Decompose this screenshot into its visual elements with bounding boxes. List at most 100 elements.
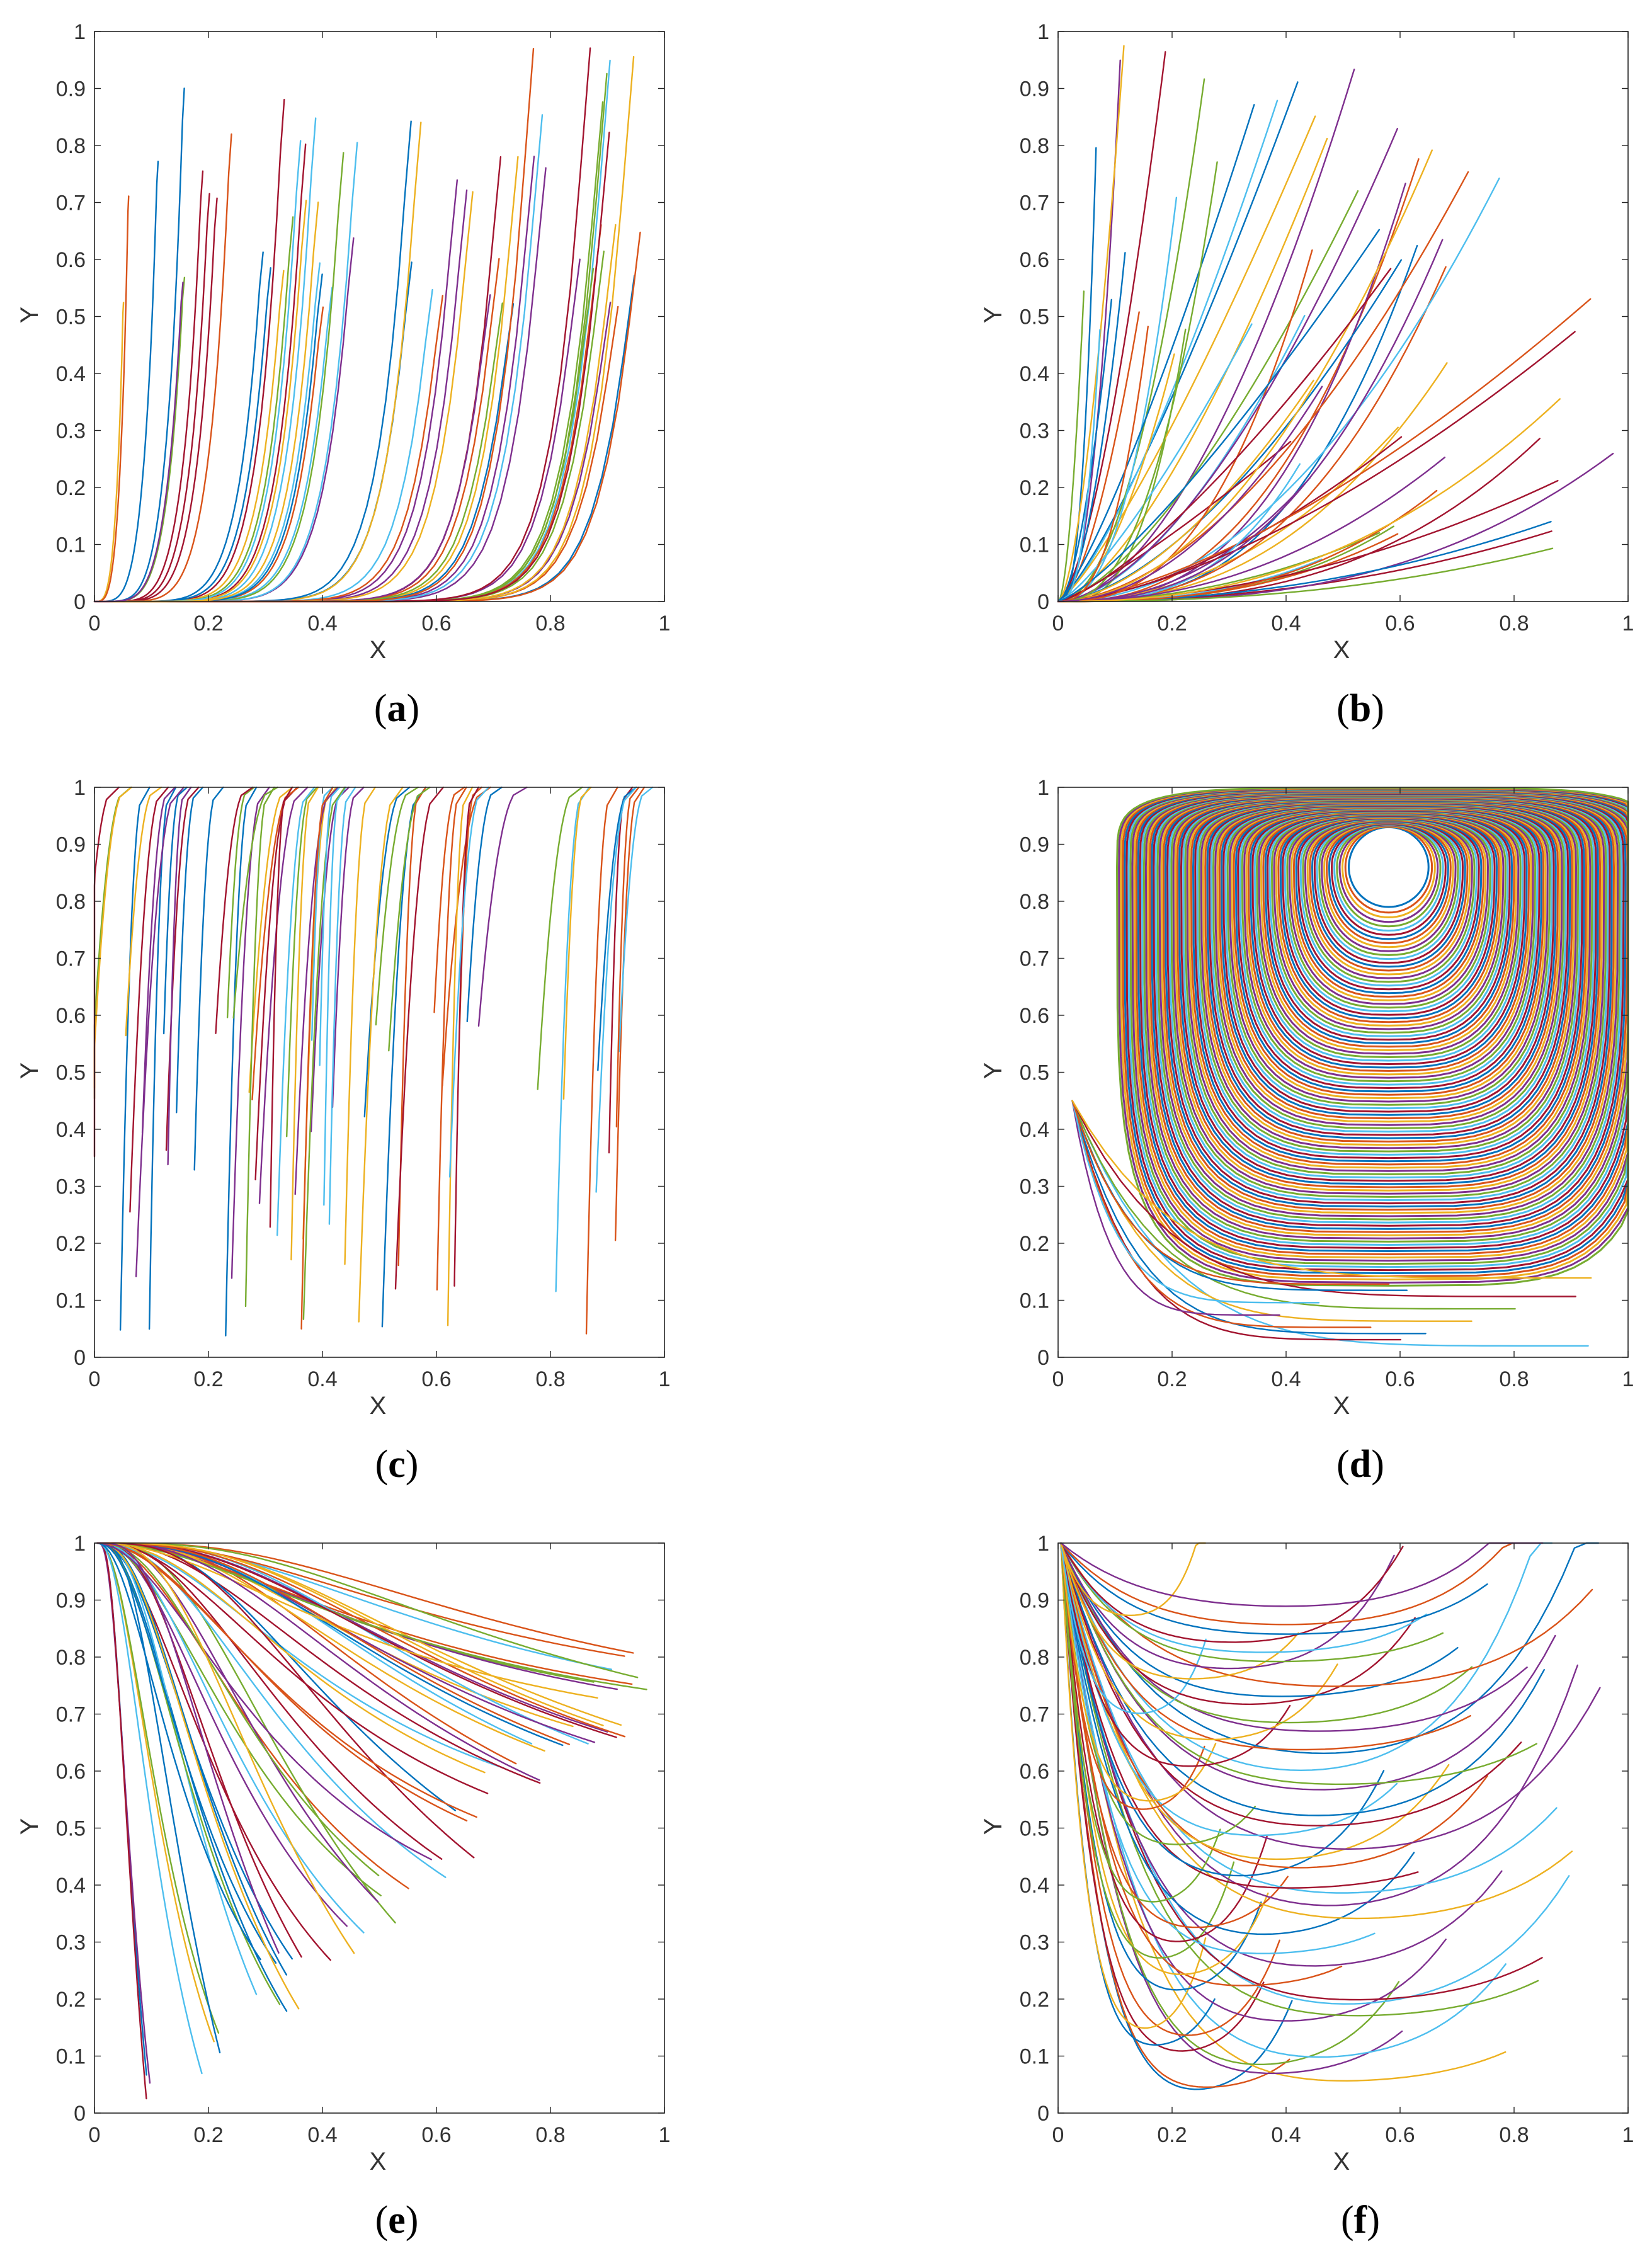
streamline bbox=[358, 786, 404, 1323]
streamline bbox=[1057, 115, 1316, 603]
ytick-label: 0.4 bbox=[56, 1874, 86, 1898]
streamline bbox=[344, 786, 376, 1265]
streamline bbox=[1060, 1542, 1507, 2058]
ytick-label: 0.8 bbox=[1020, 134, 1049, 158]
ytick-label: 0.6 bbox=[56, 1004, 86, 1028]
streamline bbox=[1060, 1542, 1419, 1889]
ylabel-f: Y bbox=[979, 1818, 1007, 1835]
axes-a bbox=[94, 31, 665, 602]
xtick-label: 0.8 bbox=[535, 612, 565, 635]
ytick-label: 0.5 bbox=[1020, 305, 1049, 329]
streamline bbox=[193, 786, 224, 1171]
streamline bbox=[1057, 45, 1125, 603]
streamline bbox=[1060, 1542, 1578, 1906]
axes-b bbox=[1057, 31, 1629, 602]
streamline bbox=[1060, 1542, 1206, 1616]
streamline bbox=[1057, 239, 1444, 603]
ytick-label: 0 bbox=[1037, 590, 1049, 614]
streamline bbox=[1057, 177, 1500, 603]
ytick-labels-f: 0 0.1 0.2 0.3 0.4 0.5 0.6 0.7 0.8 0.9 1 bbox=[1020, 1532, 1049, 2126]
streamline bbox=[537, 786, 583, 1090]
ytick-label: 0.9 bbox=[1020, 1589, 1049, 1613]
ytick-label: 0.7 bbox=[56, 947, 86, 971]
ytick-label: 0.6 bbox=[1020, 1004, 1049, 1028]
xtick-label: 0.4 bbox=[307, 2123, 337, 2147]
panel-d: 0 0.1 0.2 0.3 0.4 0.5 0.6 0.7 0.8 0.9 1 0 0.2 0.4 0.6… bbox=[979, 759, 1652, 1512]
xtick-labels-f: 0 0.2 0.4 0.6 0.8 1 bbox=[1052, 2123, 1634, 2147]
ytick-label: 0.4 bbox=[1020, 1118, 1049, 1142]
ytick-label: 0.3 bbox=[56, 419, 86, 443]
xtick-labels-b: 0 0.2 0.4 0.6 0.8 1 bbox=[1052, 612, 1634, 635]
streamline bbox=[1060, 1542, 1473, 1724]
streamline bbox=[555, 786, 590, 1292]
xtick-label: 0.2 bbox=[193, 612, 223, 635]
streamline bbox=[1060, 1542, 1539, 2017]
xtick-label: 0.4 bbox=[307, 1367, 337, 1391]
streamline bbox=[331, 786, 365, 1108]
streamline bbox=[1060, 1542, 1570, 2005]
xtick-labels-e: 0 0.2 0.4 0.6 0.8 1 bbox=[89, 2123, 671, 2147]
streamline bbox=[93, 261, 413, 603]
streamline bbox=[165, 786, 200, 1151]
xlabel-d: X bbox=[1333, 1392, 1350, 1420]
ytick-labels-d: 0 0.1 0.2 0.3 0.4 0.5 0.6 0.7 0.8 0.9 1 bbox=[1020, 776, 1049, 1370]
plot-area-e bbox=[96, 1542, 647, 2100]
streamline bbox=[254, 786, 299, 1181]
streamline bbox=[1060, 1542, 1385, 1877]
streamline bbox=[1060, 1542, 1553, 1771]
streamline bbox=[1057, 190, 1359, 603]
streamline bbox=[231, 786, 270, 1279]
ytick-label: 0.6 bbox=[1020, 1760, 1049, 1784]
xtick-label: 0.6 bbox=[1385, 2123, 1415, 2147]
streamline bbox=[453, 786, 479, 1287]
ytick-label: 0.3 bbox=[56, 1175, 86, 1199]
caption-b: (b) bbox=[1336, 687, 1384, 730]
ytick-label: 0.1 bbox=[1020, 2045, 1049, 2069]
streamline bbox=[96, 1542, 477, 1818]
streamline bbox=[1333, 823, 1444, 932]
streamline bbox=[258, 786, 309, 1204]
streamline bbox=[96, 1542, 517, 1765]
streamline bbox=[1060, 1542, 1268, 1942]
streamline bbox=[226, 786, 255, 1018]
ytick-label: 0.1 bbox=[1020, 1289, 1049, 1313]
ytick-label: 0.7 bbox=[56, 191, 86, 215]
streamline bbox=[96, 1542, 300, 2010]
streamline bbox=[96, 1542, 489, 1794]
streamline bbox=[286, 786, 318, 1137]
ytick-label: 0.4 bbox=[56, 1118, 86, 1142]
streamline bbox=[93, 195, 130, 603]
streamline bbox=[1060, 1542, 1299, 1680]
streamline bbox=[93, 120, 412, 603]
streamline bbox=[1060, 1542, 1235, 1959]
ytick-label: 0.1 bbox=[56, 1289, 86, 1313]
streamline bbox=[1338, 824, 1439, 923]
ytick-label: 0.7 bbox=[1020, 191, 1049, 215]
streamline bbox=[96, 1542, 348, 1927]
xtick-label: 0.2 bbox=[1157, 612, 1187, 635]
axes-f bbox=[1057, 1542, 1629, 2114]
xtick-label: 0.6 bbox=[421, 612, 451, 635]
axes-e bbox=[94, 1542, 665, 2114]
streamline bbox=[93, 88, 185, 603]
streamline bbox=[93, 250, 605, 603]
streamline bbox=[1060, 1542, 1269, 1975]
panel-b: 0 0.1 0.2 0.3 0.4 0.5 0.6 0.7 0.8 0.9 1 0 0.2 0.4 0.6… bbox=[979, 3, 1652, 756]
streamline bbox=[1071, 1100, 1390, 1285]
streamline bbox=[1060, 1542, 1415, 1935]
ytick-label: 0.1 bbox=[1020, 533, 1049, 557]
streamline bbox=[1071, 1100, 1372, 1328]
ytick-label: 0.6 bbox=[1020, 248, 1049, 272]
streamline bbox=[1057, 398, 1561, 603]
streamline bbox=[1060, 1542, 1400, 2065]
plot-area-f bbox=[1060, 1542, 1601, 2090]
streamline bbox=[597, 786, 637, 1071]
xtick-label: 1 bbox=[659, 612, 671, 635]
ytick-label: 0.9 bbox=[1020, 77, 1049, 101]
streamline bbox=[141, 786, 176, 1134]
streamline bbox=[1057, 252, 1126, 603]
streamline bbox=[1060, 1542, 1338, 1741]
streamline bbox=[96, 1542, 277, 1964]
streamline bbox=[232, 786, 278, 1019]
xtick-label: 1 bbox=[1622, 612, 1634, 635]
